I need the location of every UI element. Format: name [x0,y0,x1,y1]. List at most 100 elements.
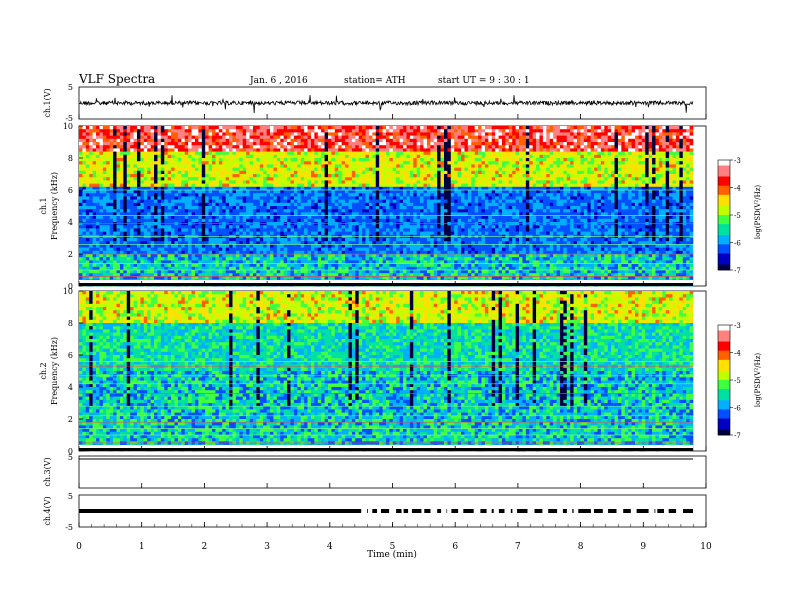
spectrogram-cell [174,154,179,159]
spectrogram-cell [235,209,240,213]
spectrogram-cell [92,260,97,264]
spectrogram-cell [102,164,107,168]
spectrogram-cell [174,212,179,216]
spectrogram-cell [362,212,366,216]
spectrogram-cell [355,145,360,149]
spectrogram-cell [297,209,302,213]
spectrogram-cell [345,142,349,146]
spectrogram-cell [263,231,267,236]
spectrogram-cell [225,164,230,168]
spectrogram-cell [252,228,257,232]
spectrogram-cell [171,270,175,274]
spectrogram-cell [184,206,189,210]
spectrogram-cell [92,250,97,255]
spectrogram-cell [184,154,189,159]
spectrogram-cell [368,180,373,184]
spectrogram-cell [160,180,165,184]
spectrogram-cell [201,260,206,264]
spectrogram-cell [191,148,196,152]
spectrogram-cell [276,215,281,220]
spectrogram-cell [392,218,397,223]
spectrogram-cell [304,199,308,204]
spectrogram-cell [177,167,182,172]
spectrogram-cell [188,170,192,175]
spectrogram-cell [191,190,196,194]
spectrogram-cell [79,250,83,255]
spectrogram-cell [314,215,319,220]
spectrogram-cell [368,183,373,188]
spectrogram-cell [389,244,394,248]
spectrogram-cell [409,212,414,216]
spectrogram-cell [328,183,332,188]
spectrogram-cell [201,231,206,236]
spectrogram-cell [270,135,274,140]
spectrogram-cell [126,151,131,156]
spectrogram-cell [297,254,302,258]
spectrogram-cell [85,254,90,258]
spectrogram-cell [304,231,308,236]
spectrogram-cell [119,180,124,184]
spectrogram-cell [351,132,356,136]
spectrogram-cell [99,183,104,188]
spectrogram-cell [79,266,83,271]
spectrogram-cell [372,193,377,197]
spectrogram-cell [147,183,151,188]
spectrogram-cell [331,250,336,255]
spectrogram-cell [242,266,247,271]
spectrogram-cell [212,177,216,181]
spectrogram-cell [399,186,404,191]
spectrogram-cell [123,250,128,255]
spectrogram-cell [273,244,278,248]
spectrogram-cell [249,132,254,136]
spectrogram-cell [365,215,370,220]
spectrogram-cell [208,263,213,268]
spectrogram-cell [136,238,141,242]
spectrogram-cell [150,170,155,175]
spectrogram-cell [307,129,312,133]
spectrogram-cell [249,158,254,162]
spectrogram-cell [324,151,329,156]
spectrogram-cell [351,260,356,264]
spectrogram-cell [140,151,145,156]
spectrogram-cell [358,266,363,271]
spectrogram-cell [82,167,87,172]
spectrogram-cell [324,170,329,175]
spectrogram-cell [232,158,237,162]
spectrogram-cell [283,196,288,200]
spectrogram-cell [293,209,298,213]
spectrogram-cell [304,142,308,146]
spectrogram-cell [266,177,271,181]
spectrogram-cell [239,225,244,229]
spectrogram-cell [194,263,199,268]
spectrogram-cell [147,273,151,277]
spectrogram-cell [345,199,349,204]
spectrogram-cell [280,228,284,232]
spectrogram-cell [154,254,158,258]
spectrogram-cell [242,241,247,245]
spectrogram-cell [194,183,199,188]
spectrogram-cell [266,263,271,268]
spectrogram-cell [345,215,349,220]
spectrogram-cell [160,241,165,245]
spectrogram-cell [413,138,417,143]
spectrogram-cell [331,199,336,204]
spectrogram-cell [96,161,100,165]
spectrogram-cell [310,241,315,245]
spectrogram-cell [126,158,131,162]
spectrogram-cell [358,186,363,191]
spectrogram-cell [218,254,223,258]
spectrogram-cell [328,164,332,168]
spectrogram-cell [413,244,417,248]
spectrogram-cell [147,260,151,264]
spectrogram-cell [334,276,339,280]
spectrogram-cell [375,263,380,268]
spectrogram-cell [126,167,131,172]
spectrogram-cell [396,132,400,136]
spectrogram-cell [181,270,186,274]
spectrogram-cell [314,266,319,271]
spectrogram-cell [188,206,192,210]
spectrogram-cell [351,218,356,223]
spectrogram-cell [160,193,165,197]
spectrogram-cell [246,129,250,133]
spectrogram-cell [79,138,83,143]
